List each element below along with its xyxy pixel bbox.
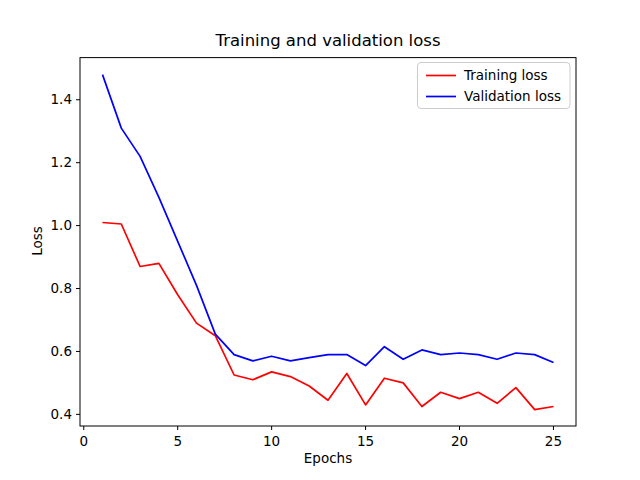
- x-tick-label: 25: [545, 433, 562, 449]
- x-tick-label: 5: [173, 433, 182, 449]
- y-axis-label: Loss: [29, 226, 45, 256]
- figure-canvas: Training and validation loss 0510152025 …: [0, 0, 640, 480]
- x-axis-label: Epochs: [304, 450, 352, 466]
- legend-training-label: Training loss: [463, 67, 548, 83]
- y-tick-label: 1.2: [51, 154, 72, 170]
- x-tick-label: 10: [263, 433, 280, 449]
- legend-validation-label: Validation loss: [464, 88, 561, 104]
- loss-chart: Training and validation loss 0510152025 …: [0, 0, 640, 480]
- y-tick-label: 0.6: [51, 343, 72, 359]
- y-tick-label: 0.4: [51, 406, 72, 422]
- x-tick-label: 15: [357, 433, 374, 449]
- chart-title: Training and validation loss: [215, 31, 441, 50]
- y-tick-label: 1.4: [51, 91, 72, 107]
- legend: Training loss Validation loss: [418, 63, 571, 109]
- y-tick-label: 0.8: [51, 280, 72, 296]
- y-tick-label: 1.0: [51, 217, 72, 233]
- x-tick-label: 20: [451, 433, 468, 449]
- x-tick-label: 0: [79, 433, 88, 449]
